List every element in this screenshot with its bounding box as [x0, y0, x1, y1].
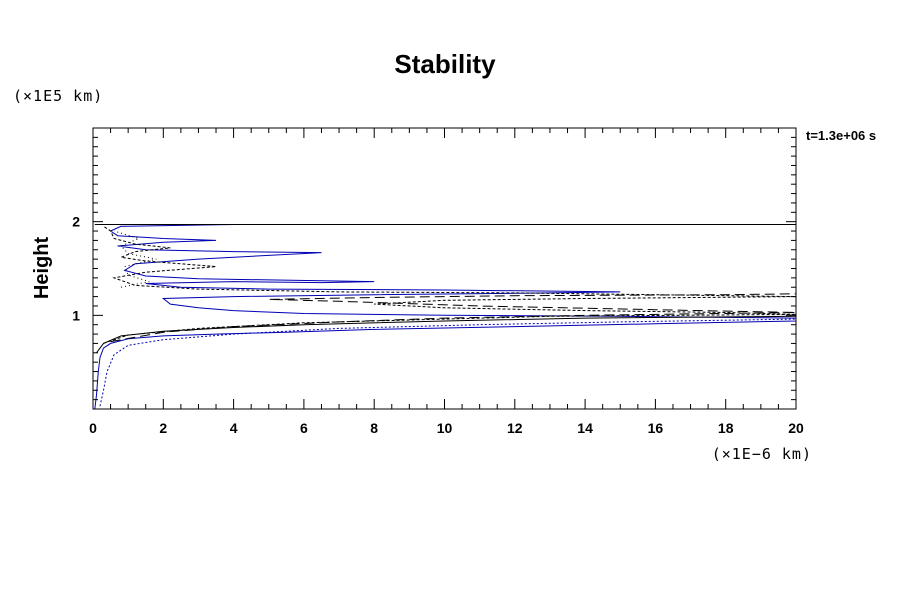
x-tick-label: 4 — [230, 420, 238, 436]
x-tick-label: 0 — [89, 420, 97, 436]
x-tick-label: 8 — [370, 420, 378, 436]
chart-title: Stability — [394, 49, 496, 79]
series-line-5 — [110, 293, 797, 343]
series-line-4 — [103, 225, 797, 344]
x-tick-label: 16 — [648, 420, 664, 436]
x-tick-label: 20 — [788, 420, 804, 436]
x-tick-label: 12 — [507, 420, 523, 436]
x-tick-label: 10 — [437, 420, 453, 436]
y-tick-label: 1 — [72, 307, 80, 323]
series-line-2 — [99, 318, 797, 407]
series-layer — [94, 224, 797, 410]
x-tick-label: 6 — [300, 420, 308, 436]
series-line-6 — [113, 230, 157, 288]
y-tick-label: 2 — [72, 214, 80, 230]
time-label: t=1.3e+06 s — [806, 128, 876, 143]
x-tick-label: 18 — [718, 420, 734, 436]
y-axis-label: Height — [31, 237, 53, 300]
y-axis-unit: (×1E5 km) — [13, 87, 103, 105]
plot-frame — [92, 127, 797, 410]
series-line-1 — [94, 224, 797, 410]
x-tick-label: 14 — [577, 420, 593, 436]
x-axis-unit: (×1E−6 km) — [712, 445, 812, 463]
x-tick-label: 2 — [159, 420, 167, 436]
